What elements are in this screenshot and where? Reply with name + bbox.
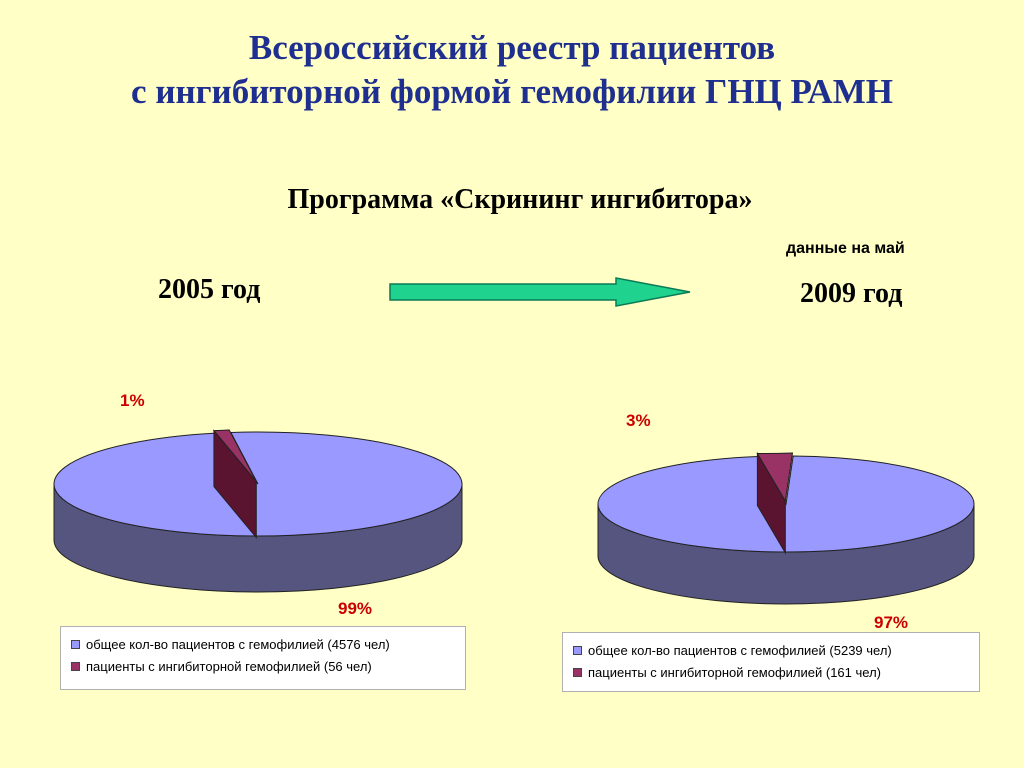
legend-swatch-total (573, 645, 582, 655)
pie-chart-2009 (597, 451, 975, 605)
program-subtitle: Программа «Скрининг ингибитора» (287, 184, 753, 215)
year-2009-label: 2009 год (800, 278, 903, 309)
pie-2005-total-slice (53, 431, 463, 537)
slide-title: Всероссийский реестр пациентов с ингибит… (0, 26, 1024, 114)
legend-label-inhibitor: пациенты с ингибиторной гемофилией (56 ч… (86, 658, 372, 674)
pie-2005-total-percent: 99% (338, 599, 372, 618)
title-line-1: Всероссийский реестр пациентов (248, 28, 776, 67)
legend-item-inhibitor: пациенты с ингибиторной гемофилией (161 … (573, 661, 969, 683)
pie-2005-inhibitor-slice (212, 429, 257, 482)
progress-arrow (389, 277, 691, 307)
legend-swatch-inhibitor (573, 667, 582, 677)
legend-item-inhibitor: пациенты с ингибиторной гемофилией (56 ч… (71, 655, 455, 677)
title-line-2: с ингибиторной формой гемофилии ГНЦ РАМН (131, 72, 893, 111)
legend-item-total: общее кол-во пациентов с гемофилией (457… (71, 633, 455, 655)
year-2005-label: 2005 год (158, 274, 261, 305)
legend-2005: общее кол-во пациентов с гемофилией (457… (60, 626, 466, 690)
legend-2009: общее кол-во пациентов с гемофилией (523… (562, 632, 980, 692)
pie-2009-inhibitor-percent: 3% (626, 411, 651, 430)
pie-2009-inhibitor-slice (756, 452, 794, 503)
legend-item-total: общее кол-во пациентов с гемофилией (523… (573, 639, 969, 661)
legend-label-total: общее кол-во пациентов с гемофилией (457… (86, 636, 390, 652)
pie-chart-2005 (53, 429, 463, 593)
pie-2005-inhibitor-percent: 1% (120, 391, 145, 410)
pie-2009-total-percent: 97% (874, 613, 908, 632)
legend-label-total: общее кол-во пациентов с гемофилией (523… (588, 642, 892, 658)
legend-swatch-total (71, 639, 80, 649)
legend-label-inhibitor: пациенты с ингибиторной гемофилией (161 … (588, 664, 881, 680)
pie-2009-total-slice (597, 455, 975, 553)
legend-swatch-inhibitor (71, 661, 80, 671)
data-date-note: данные на май (786, 240, 905, 257)
